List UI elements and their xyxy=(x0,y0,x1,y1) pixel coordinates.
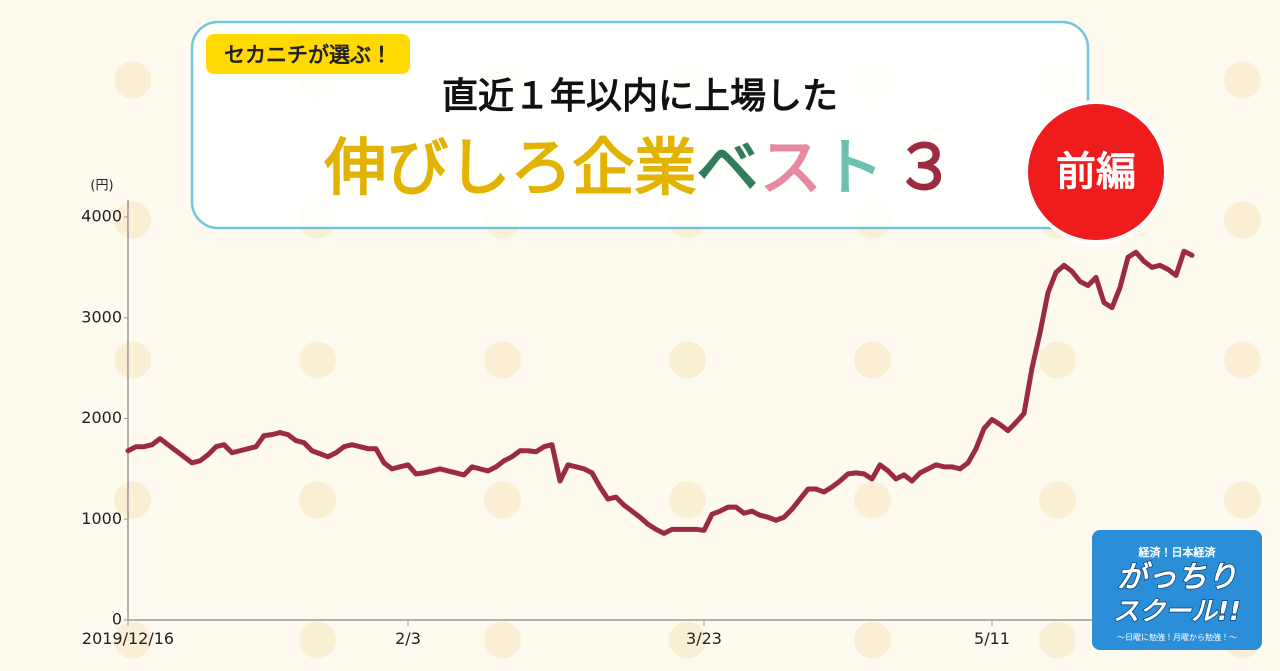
logo-tagline: 〜日曜に勉強！月曜から勉強！〜 xyxy=(1117,632,1237,642)
line-series xyxy=(125,248,1195,536)
title: 伸びしろ企業ベスト ３ xyxy=(323,131,955,204)
logo-line2: スクール!! xyxy=(1113,597,1241,627)
kicker: セカニチが選ぶ！ xyxy=(224,43,392,67)
title-part: 伸びしろ企業 xyxy=(323,131,696,204)
title-part: ベ xyxy=(696,131,759,204)
logo-line1: がっちり xyxy=(1117,560,1237,595)
y-tick-label: 4000 xyxy=(81,207,122,226)
y-tick-label: 2000 xyxy=(81,408,122,427)
y-tick-label: 0 xyxy=(112,610,122,629)
y-tick-label: 3000 xyxy=(81,307,122,326)
x-tick-label: 2019/12/16 xyxy=(82,629,174,648)
x-tick-label: 5/11 xyxy=(974,629,1010,648)
logo-top: 経済！日本経済 xyxy=(1138,545,1217,559)
badge-text: 前編 xyxy=(1056,149,1136,195)
y-axis-unit: (円) xyxy=(90,179,113,194)
y-tick-label: 1000 xyxy=(81,509,122,528)
x-tick-label: 3/23 xyxy=(686,629,722,648)
badge xyxy=(1024,100,1168,244)
x-tick-label: 2/3 xyxy=(395,629,421,648)
title-part: ３ xyxy=(894,131,956,204)
kicker-bg xyxy=(206,34,410,74)
subtitle: 直近１年以内に上場した xyxy=(442,76,838,117)
title-part: ト xyxy=(822,131,884,204)
title-part: ス xyxy=(760,131,822,204)
logo xyxy=(1092,530,1262,650)
